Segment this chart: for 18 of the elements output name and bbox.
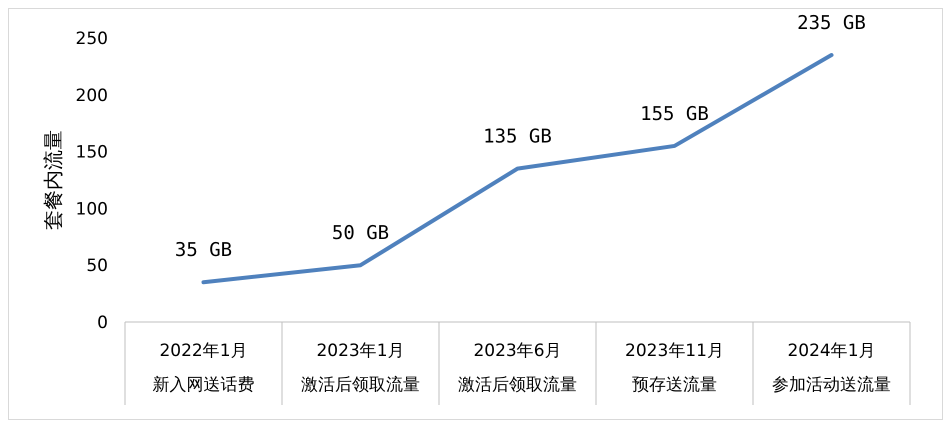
x-tick-label: 2023年1月激活后领取流量 (301, 341, 420, 395)
y-tick-label: 250 (76, 29, 108, 49)
data-label: 235 GB (797, 12, 866, 34)
y-tick-label: 0 (97, 313, 108, 333)
x-tick-label: 2022年1月新入网送话费 (152, 341, 254, 395)
x-tick-label: 2023年6月激活后领取流量 (458, 341, 577, 395)
y-tick-label: 150 (76, 142, 108, 163)
data-label: 155 GB (640, 102, 709, 125)
x-tick-label: 2023年11月预存送流量 (625, 341, 724, 395)
data-label: 135 GB (483, 126, 552, 148)
line-series (202, 53, 834, 284)
y-tick-label: 50 (86, 256, 108, 276)
y-tick-label: 100 (76, 199, 108, 220)
y-tick-label: 200 (76, 86, 108, 106)
y-axis-title: 套餐内流量 (41, 130, 65, 230)
data-label: 35 GB (174, 239, 232, 262)
data-label: 50 GB (332, 222, 390, 244)
x-tick-label: 2024年1月参加活动送流量 (772, 341, 891, 395)
